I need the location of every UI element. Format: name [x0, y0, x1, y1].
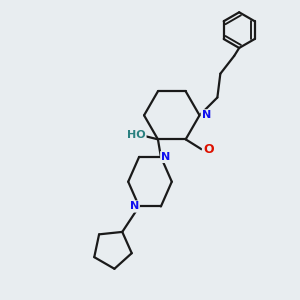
- Text: N: N: [130, 202, 139, 212]
- Text: N: N: [161, 152, 170, 162]
- Text: HO: HO: [127, 130, 146, 140]
- Text: N: N: [202, 110, 211, 120]
- Text: O: O: [203, 143, 214, 156]
